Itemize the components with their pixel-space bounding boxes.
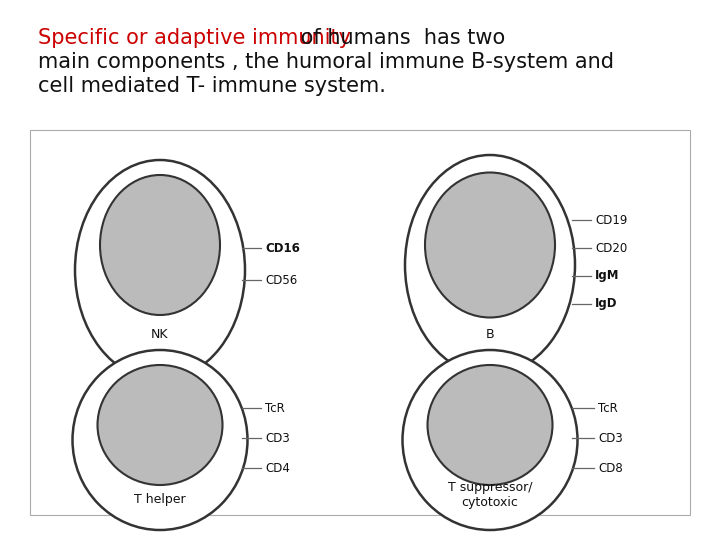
Text: CD3: CD3	[265, 431, 289, 444]
Ellipse shape	[405, 155, 575, 375]
Ellipse shape	[97, 365, 222, 485]
Text: CD19: CD19	[595, 213, 627, 226]
Ellipse shape	[75, 160, 245, 380]
Text: cell mediated T- immune system.: cell mediated T- immune system.	[38, 76, 386, 96]
Text: B: B	[486, 328, 495, 341]
Text: main components , the humoral immune B-system and: main components , the humoral immune B-s…	[38, 52, 614, 72]
Bar	[30, 130, 690, 515]
Text: CD16: CD16	[265, 241, 300, 254]
Text: NK: NK	[151, 328, 168, 341]
Text: CD56: CD56	[265, 273, 297, 287]
Text: of humans  has two: of humans has two	[294, 28, 505, 48]
Text: TcR: TcR	[598, 402, 618, 415]
Text: CD3: CD3	[598, 431, 623, 444]
Text: CD20: CD20	[595, 241, 627, 254]
Text: TcR: TcR	[265, 402, 284, 415]
Ellipse shape	[428, 365, 552, 485]
Text: CD8: CD8	[598, 462, 623, 475]
Ellipse shape	[73, 350, 248, 530]
Text: T suppressor/
cytotoxic: T suppressor/ cytotoxic	[448, 481, 532, 509]
Text: IgM: IgM	[595, 269, 619, 282]
Ellipse shape	[100, 175, 220, 315]
Ellipse shape	[425, 172, 555, 318]
Ellipse shape	[402, 350, 577, 530]
Text: IgD: IgD	[595, 298, 618, 310]
Text: Specific or adaptive immunity: Specific or adaptive immunity	[38, 28, 351, 48]
Text: CD4: CD4	[265, 462, 290, 475]
Text: T helper: T helper	[134, 494, 186, 507]
